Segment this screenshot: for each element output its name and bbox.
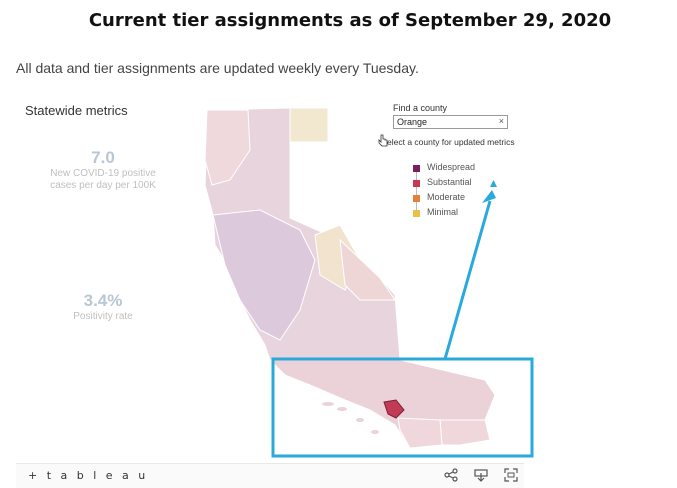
legend-label: Moderate [427,192,466,202]
statewide-metrics-title: Statewide metrics [25,103,128,118]
metric-cases-label-line2: cases per day per 100K [50,180,156,191]
find-county-label: Find a county [393,103,448,113]
clear-icon[interactable]: × [498,116,504,126]
legend-connector-line [416,168,417,214]
share-icon[interactable] [444,468,458,482]
legend-swatch [413,180,420,187]
map-channel-island [371,430,379,434]
highlight-box [271,357,534,458]
metric-positivity-value: 3.4% [83,291,123,310]
tableau-logo[interactable]: + t a b l e a u [28,469,149,482]
update-note: All data and tier assignments are update… [16,60,419,76]
legend-swatch [413,195,420,202]
annotation-arrow [443,200,492,360]
select-county-message: elect a county for updated metrics [387,137,515,147]
metric-cases-value: 7.0 [91,148,115,167]
map-channel-island [356,418,364,422]
metric-cases-label-line1: New COVID-19 positive [50,168,156,179]
page-heading: Current tier assignments as of September… [88,10,612,31]
legend-label: Widespread [427,162,476,172]
tableau-toolbar: + t a b l e a u [16,463,524,488]
map-central-region[interactable] [212,209,316,341]
fullscreen-icon[interactable] [504,468,518,482]
metric-positivity-label: Positivity rate [73,311,133,322]
annotation-arrow-head [482,190,496,203]
map-orange-county[interactable] [383,399,405,419]
cursor-hand-icon [378,134,388,147]
legend-label: Substantial [427,177,472,187]
legend-swatch [413,165,420,172]
map-san-diego[interactable] [397,417,443,449]
map-southeast-county[interactable] [439,419,491,446]
legend-label: Minimal [427,207,459,217]
legend-swatch [413,210,420,217]
map-northeast-county[interactable] [289,107,329,143]
county-search-value: Orange [397,117,428,127]
map-channel-island [337,407,347,411]
download-icon[interactable] [474,468,488,482]
metric-cases-label: New COVID-19 positive cases per day per … [28,168,178,192]
map-east-central[interactable] [339,238,396,301]
map-channel-island [322,402,334,406]
county-search-input[interactable]: Orange × [393,115,508,129]
map-northwest-coast[interactable] [204,109,251,186]
annotation-marker-triangle [490,180,497,187]
